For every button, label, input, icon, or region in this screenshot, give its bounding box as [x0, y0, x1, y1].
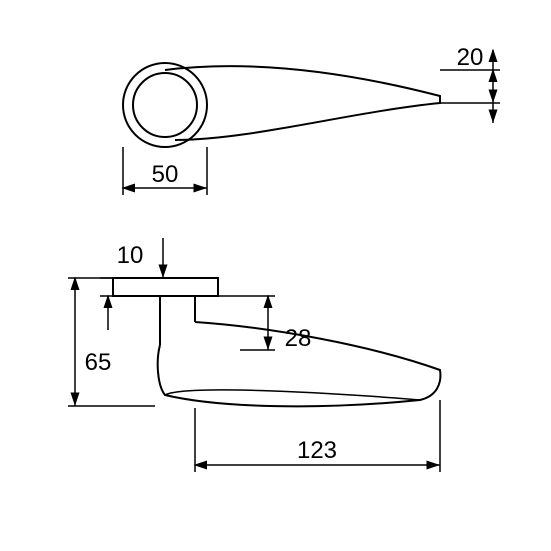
- dim-10: 10: [100, 238, 168, 330]
- dim-50: 50: [123, 147, 207, 195]
- technical-drawing: 50 20 10 65: [0, 0, 551, 551]
- dim-123-label: 123: [297, 437, 337, 464]
- dim-20-label: 20: [457, 44, 484, 71]
- dim-65-label: 65: [85, 349, 112, 376]
- dim-50-label: 50: [152, 161, 179, 188]
- dim-28: 28: [218, 296, 311, 352]
- dim-28-label: 28: [285, 325, 312, 352]
- dim-10-label: 10: [117, 242, 144, 269]
- dim-123: 123: [195, 400, 440, 472]
- dim-20: 20: [440, 44, 500, 123]
- front-view: [123, 63, 440, 147]
- top-view: [113, 278, 440, 406]
- dim-65: 65: [68, 278, 155, 406]
